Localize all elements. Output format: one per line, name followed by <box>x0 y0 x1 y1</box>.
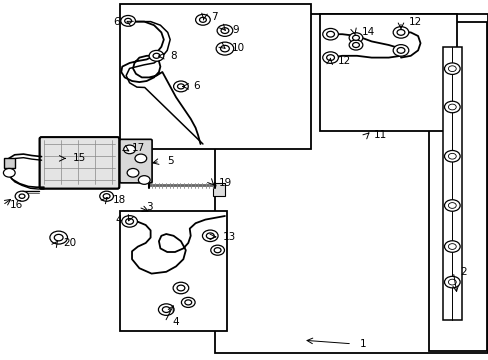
Bar <box>213 271 224 284</box>
Circle shape <box>124 18 131 23</box>
Text: 18: 18 <box>112 195 125 205</box>
Circle shape <box>195 14 210 25</box>
Text: 16: 16 <box>10 200 23 210</box>
Circle shape <box>15 191 29 201</box>
Bar <box>219 32 426 347</box>
Text: 5: 5 <box>167 156 174 166</box>
Circle shape <box>54 234 63 241</box>
Bar <box>219 333 426 347</box>
Circle shape <box>396 30 404 35</box>
Circle shape <box>214 248 221 253</box>
Text: 1: 1 <box>359 339 366 349</box>
Circle shape <box>444 63 459 75</box>
Text: 4: 4 <box>115 215 122 225</box>
Bar <box>428 22 486 351</box>
Bar <box>215 14 487 353</box>
Circle shape <box>348 33 362 43</box>
Text: 17: 17 <box>132 143 145 153</box>
Circle shape <box>392 45 408 56</box>
Circle shape <box>216 42 233 55</box>
Circle shape <box>50 231 67 244</box>
Circle shape <box>392 27 408 38</box>
Circle shape <box>221 28 228 33</box>
Circle shape <box>122 216 137 227</box>
Circle shape <box>217 25 232 36</box>
Circle shape <box>153 53 160 58</box>
Text: 7: 7 <box>211 12 218 22</box>
Circle shape <box>125 219 133 224</box>
FancyBboxPatch shape <box>40 137 119 189</box>
Circle shape <box>444 200 459 211</box>
Bar <box>320 14 456 131</box>
Circle shape <box>326 55 334 60</box>
Circle shape <box>158 304 174 315</box>
Circle shape <box>162 307 170 312</box>
Circle shape <box>447 153 455 159</box>
Bar <box>442 47 461 320</box>
FancyBboxPatch shape <box>120 139 152 183</box>
Circle shape <box>396 48 404 53</box>
Circle shape <box>447 244 455 249</box>
Circle shape <box>447 279 455 285</box>
Text: 3: 3 <box>145 202 152 212</box>
Bar <box>120 4 310 149</box>
Bar <box>4 158 15 168</box>
Circle shape <box>103 194 110 199</box>
Circle shape <box>138 176 150 184</box>
Circle shape <box>177 84 184 89</box>
Circle shape <box>184 300 191 305</box>
Text: 12: 12 <box>407 17 421 27</box>
Bar <box>120 211 227 331</box>
Text: 11: 11 <box>373 130 386 140</box>
Text: 2: 2 <box>460 267 467 277</box>
Circle shape <box>322 28 338 40</box>
Circle shape <box>220 45 229 52</box>
Circle shape <box>123 145 135 154</box>
Text: 20: 20 <box>63 238 77 248</box>
Circle shape <box>149 50 163 61</box>
Bar <box>415 32 426 347</box>
Circle shape <box>322 52 338 63</box>
Circle shape <box>135 154 146 163</box>
Bar <box>213 95 224 108</box>
Circle shape <box>352 35 359 40</box>
Circle shape <box>202 230 218 242</box>
Circle shape <box>127 168 139 177</box>
Text: 14: 14 <box>361 27 374 37</box>
Text: 6: 6 <box>113 17 120 27</box>
Circle shape <box>173 282 188 294</box>
Circle shape <box>206 233 214 239</box>
Bar <box>213 184 224 197</box>
Circle shape <box>121 15 135 26</box>
Bar <box>219 32 426 347</box>
Circle shape <box>173 81 188 92</box>
Text: 9: 9 <box>232 25 239 35</box>
Bar <box>219 32 229 347</box>
Circle shape <box>447 104 455 110</box>
Circle shape <box>19 194 25 198</box>
Text: 12: 12 <box>337 56 350 66</box>
Circle shape <box>348 40 362 50</box>
Circle shape <box>444 150 459 162</box>
Circle shape <box>444 101 459 113</box>
Circle shape <box>326 31 334 37</box>
Text: 15: 15 <box>72 153 85 163</box>
Text: 6: 6 <box>193 81 200 91</box>
Circle shape <box>447 66 455 72</box>
Circle shape <box>352 42 359 48</box>
Circle shape <box>181 297 195 307</box>
Circle shape <box>444 241 459 252</box>
Text: 4: 4 <box>172 317 179 327</box>
Text: 10: 10 <box>231 43 244 53</box>
Circle shape <box>444 276 459 288</box>
Circle shape <box>210 245 224 255</box>
Circle shape <box>3 168 15 177</box>
Circle shape <box>199 17 206 22</box>
Text: 19: 19 <box>219 178 232 188</box>
Text: 13: 13 <box>222 232 235 242</box>
Circle shape <box>100 191 113 201</box>
Circle shape <box>447 203 455 208</box>
Text: 8: 8 <box>170 51 177 61</box>
Circle shape <box>177 285 184 291</box>
